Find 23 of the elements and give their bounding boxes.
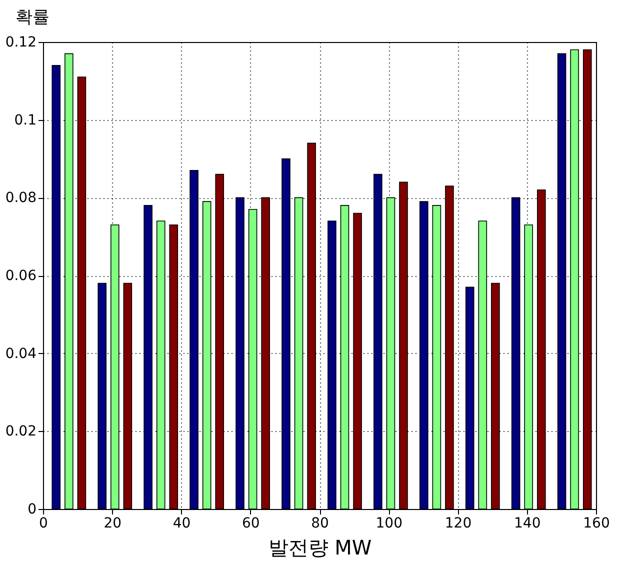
- x-tick-label: 120: [444, 516, 472, 532]
- x-tick-label: 20: [104, 516, 122, 532]
- y-axis-title: 확률: [16, 8, 50, 28]
- x-tick-label: 40: [172, 516, 191, 532]
- x-tick-label: 0: [39, 516, 48, 532]
- y-tick-label: 0.04: [5, 346, 37, 362]
- y-tick-label: 0: [28, 502, 36, 518]
- bar: [328, 220, 336, 510]
- y-tick-label: 0.08: [5, 190, 36, 206]
- x-tick-label: 60: [242, 516, 260, 532]
- x-axis-title: 발전량 MW: [268, 536, 372, 560]
- y-tick-label: 0.1: [14, 112, 36, 128]
- bar: [52, 64, 61, 510]
- bar: [236, 197, 244, 510]
- bar: [144, 205, 152, 510]
- y-tick-label: 0.02: [5, 424, 36, 440]
- y-tick-label: 0.12: [5, 34, 36, 50]
- x-tick-label: 140: [514, 516, 541, 532]
- x-tick-label: 160: [583, 516, 610, 532]
- bar: [419, 201, 428, 510]
- y-tick-label: 0.06: [5, 268, 37, 284]
- x-tick-label: 100: [376, 516, 402, 532]
- x-tick-label: 80: [311, 516, 329, 532]
